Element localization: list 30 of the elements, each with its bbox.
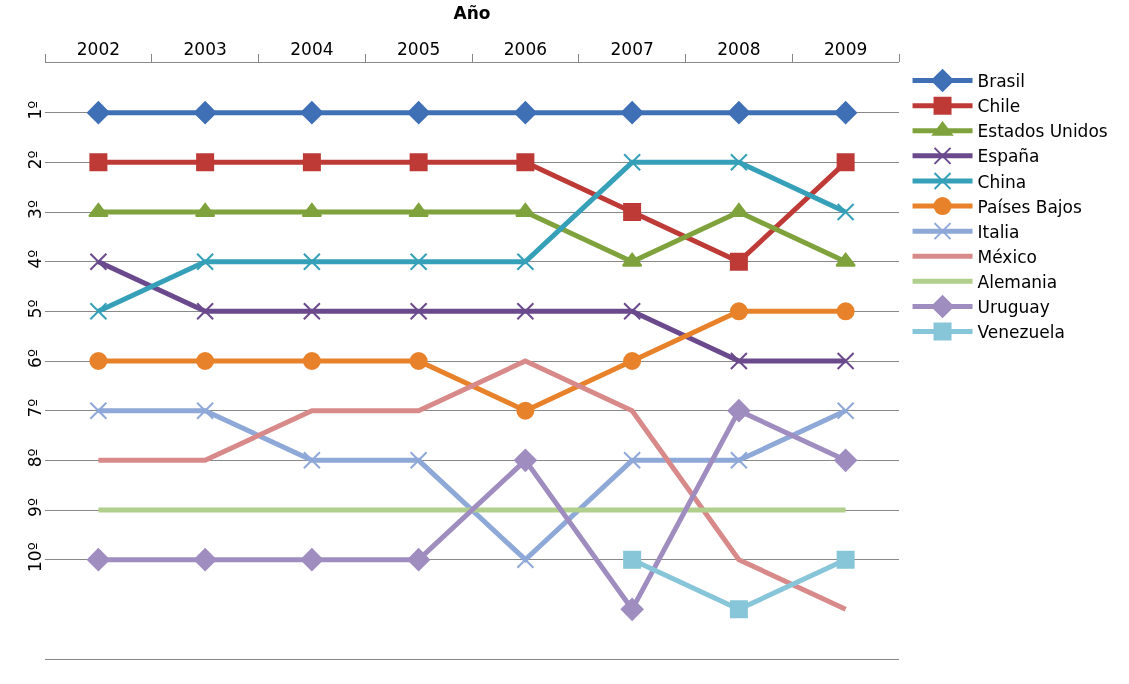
- y-tick-label: 5º: [24, 299, 45, 319]
- y-tick-label: 6º: [24, 349, 45, 368]
- x-tick-label: 2005: [397, 39, 441, 60]
- x-tick-label: 2008: [717, 39, 761, 60]
- legend-label: Estados Unidos: [977, 121, 1108, 142]
- legend-label: España: [977, 146, 1040, 167]
- y-tick-label: 8º: [24, 448, 45, 468]
- legend-label: México: [977, 246, 1037, 267]
- x-tick-label: 2006: [503, 39, 548, 60]
- x-axis-title: Año: [453, 2, 491, 23]
- x-tick-label: 2002: [76, 39, 121, 60]
- y-tick-label: 3º: [24, 200, 45, 219]
- legend-label: Chile: [977, 96, 1021, 117]
- legend-label: Alemania: [977, 271, 1058, 292]
- legend-label: Italia: [977, 221, 1020, 242]
- legend-label: Venezuela: [977, 322, 1065, 343]
- legend-label: Uruguay: [977, 297, 1050, 318]
- y-tick-label: 9º: [24, 498, 45, 517]
- legend-label: Países Bajos: [977, 196, 1082, 217]
- x-tick-label: 2009: [824, 39, 868, 60]
- y-tick-label: 4º: [24, 249, 45, 269]
- legend-label: Brasil: [977, 71, 1025, 92]
- x-tick-label: 2003: [183, 39, 227, 60]
- x-tick-label: 2007: [610, 39, 654, 60]
- x-tick-label: 2004: [290, 39, 334, 60]
- y-tick-label: 1º: [24, 100, 45, 120]
- legend-label: China: [977, 171, 1027, 192]
- y-tick-label: 10º: [24, 542, 45, 572]
- y-tick-label: 7º: [24, 398, 45, 418]
- y-tick-label: 2º: [24, 150, 45, 170]
